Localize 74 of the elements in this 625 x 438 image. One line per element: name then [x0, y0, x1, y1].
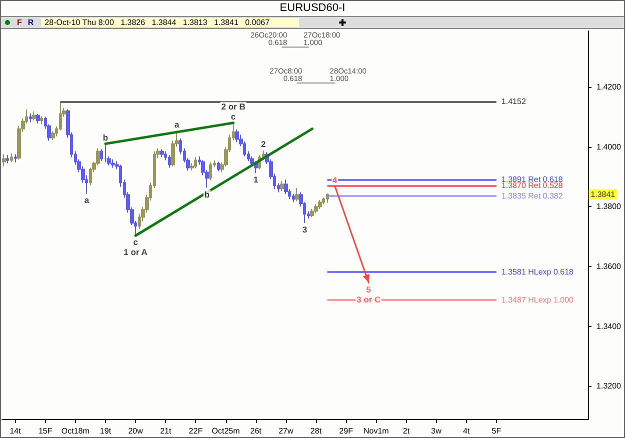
text: F: [17, 18, 22, 27]
ref-line-label: 1.3891 Ret 0.618: [501, 174, 564, 184]
x-tick-label: 14t: [10, 426, 22, 436]
candlestick: [292, 194, 295, 203]
y-tick-label: 1.3200: [596, 382, 622, 391]
annotation: 1 or A: [124, 247, 148, 258]
candlestick: [295, 188, 299, 202]
candlestick: [104, 143, 107, 163]
candlestick: [322, 197, 325, 205]
y-tick-label: 1.4200: [596, 82, 622, 92]
annotation: b: [204, 189, 210, 200]
x-tick-label: Nov1m: [363, 426, 390, 436]
x-tick-label: 19t: [100, 426, 112, 436]
annotation: 2: [260, 139, 266, 150]
x-tick-label: 3w: [431, 426, 442, 436]
annotation: a: [84, 195, 90, 206]
annotation: 3 or C: [356, 294, 381, 304]
candlestick: [160, 148, 164, 158]
annotation: 3: [302, 224, 308, 235]
x-tick-label: 15F: [38, 426, 52, 436]
y-tick-label: 1.3600: [596, 262, 622, 271]
annotation: 4: [332, 174, 338, 185]
annotation: 1: [253, 174, 258, 185]
x-tick-label: 21t: [160, 426, 172, 436]
chart-title: EURUSD60-I: [1, 1, 624, 17]
x-tick-label: 5F: [492, 426, 502, 436]
candlestick: [280, 180, 284, 192]
annotation: c: [133, 237, 138, 248]
ref-line-label: 1.3487 HLexp 1.000: [501, 296, 574, 305]
annotation: 1.3841: [590, 190, 616, 199]
chart-subtitle: 28-Oct-10 Thu 8:00 1.3826 1.3844 1.3813 1.3841 0.0067: [40, 18, 299, 27]
ref-line-label: 1.3581 HLexp 0.618: [501, 268, 574, 277]
candlestick: [284, 179, 288, 195]
candlestick: [111, 158, 115, 168]
x-tick-label: Oct25m: [212, 426, 240, 436]
x-tick-label: 4t: [463, 426, 470, 436]
candlestick: [314, 204, 318, 214]
text: R: [28, 18, 34, 27]
x-tick-label: 20w: [128, 426, 144, 436]
y-tick-label: 1.4000: [596, 142, 622, 152]
candlestick: [217, 161, 220, 172]
annotation: 5: [366, 284, 372, 294]
x-tick-label: 29F: [339, 426, 354, 436]
x-tick-label: 22F: [188, 426, 203, 436]
candlestick: [51, 130, 55, 141]
x-tick-label: 27w: [278, 426, 294, 436]
candlestick: [36, 113, 40, 124]
ref-line-label: 1.3835 Ret 0.382: [501, 192, 564, 201]
candlestick: [6, 154, 9, 164]
annotation: c: [230, 111, 236, 122]
annotation: b: [102, 132, 108, 142]
ref-line-label: 1.4152: [501, 96, 526, 106]
candlestick: [32, 110, 36, 121]
x-tick-label: 26t: [250, 426, 262, 436]
x-tick-label: 2t: [402, 426, 410, 436]
x-tick-label: Oct18m: [61, 426, 90, 436]
candlestick: [10, 152, 13, 162]
annotation: 2 or B: [221, 101, 246, 112]
candlestick: [318, 200, 322, 210]
y-tick-label: 1.3400: [596, 322, 622, 331]
candlestick: [209, 162, 212, 181]
candlestick: [29, 112, 32, 123]
candlestick: [310, 208, 314, 218]
candlestick: [235, 128, 239, 143]
ref-line-label: 1.3870 Ret 0.528: [501, 181, 564, 190]
candlestick: [40, 116, 43, 125]
x-tick-label: 28t: [310, 426, 322, 436]
y-tick-label: 1.3800: [596, 202, 622, 212]
candlestick: [2, 154, 6, 167]
candlestick: [168, 154, 171, 168]
candlestick: [194, 156, 197, 169]
annotation: a: [174, 119, 180, 130]
candlestick: [100, 148, 103, 162]
candlestick: [14, 154, 17, 163]
